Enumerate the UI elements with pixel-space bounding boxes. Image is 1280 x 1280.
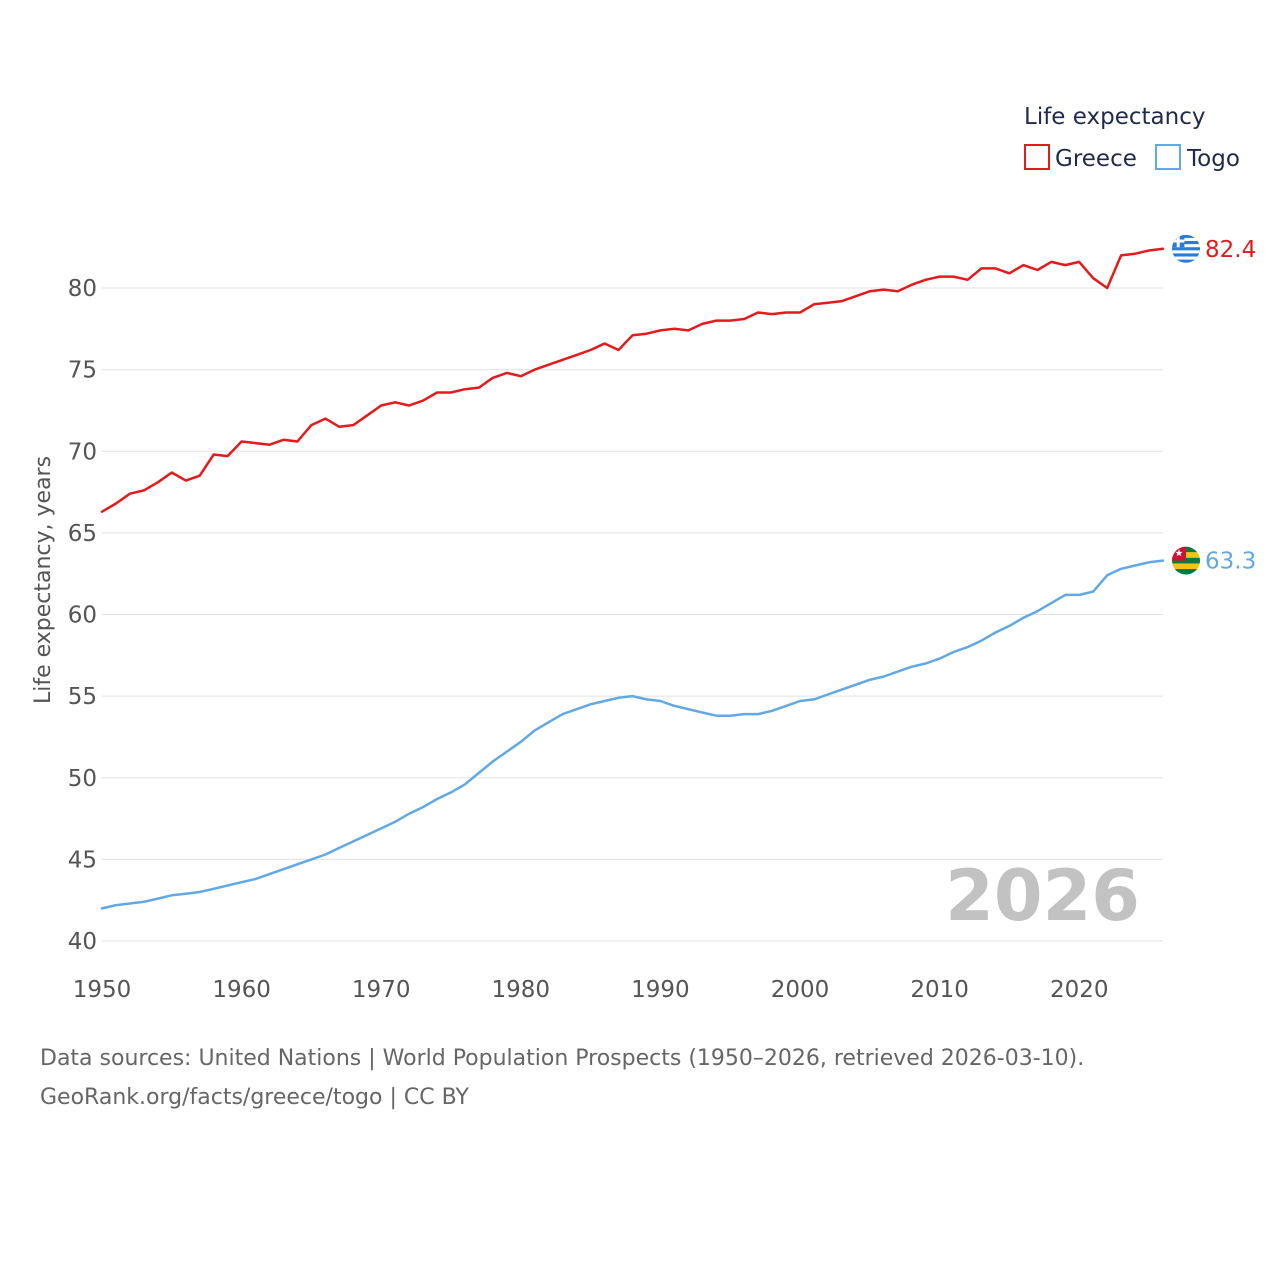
x-tick-label: 1980 <box>492 977 551 1003</box>
y-tick-label: 45 <box>68 847 97 873</box>
y-tick-label: 80 <box>68 276 97 302</box>
legend-title: Life expectancy <box>1024 104 1205 130</box>
series-line-greece[interactable] <box>100 247 1165 513</box>
x-tick-label: 1950 <box>73 977 132 1003</box>
x-axis-ticks: 1950 1960 1970 1980 1990 2000 2010 2020 <box>73 977 1109 1003</box>
x-tick-label: 1970 <box>352 977 411 1003</box>
x-tick-label: 1960 <box>212 977 271 1003</box>
legend-item-greece[interactable]: Greece <box>1024 144 1137 172</box>
legend-swatch-greece <box>1024 144 1050 170</box>
y-tick-label: 65 <box>68 521 97 547</box>
x-tick-label: 2020 <box>1050 977 1109 1003</box>
end-value-togo: 63.3 <box>1205 549 1256 575</box>
x-tick-label: 2000 <box>771 977 830 1003</box>
series-lines <box>100 247 1165 910</box>
series-end-labels: 82.4 63.3 <box>1172 234 1256 575</box>
y-axis-title: Life expectancy, years <box>31 456 56 704</box>
togo-flag-icon <box>1172 546 1200 575</box>
y-tick-label: 50 <box>68 766 97 792</box>
y-tick-label: 55 <box>68 684 97 710</box>
y-axis-ticks: 40 45 50 55 60 65 70 75 80 <box>68 276 97 955</box>
x-tick-label: 2010 <box>910 977 969 1003</box>
legend-label-greece: Greece <box>1055 146 1137 172</box>
legend-item-togo[interactable]: Togo <box>1155 144 1240 172</box>
x-tick-label: 1990 <box>631 977 690 1003</box>
source-note: Data sources: United Nations | World Pop… <box>40 1046 1085 1071</box>
y-tick-label: 60 <box>68 603 97 629</box>
y-tick-label: 75 <box>68 358 97 384</box>
legend: Life expectancy Greece Togo <box>1024 104 1240 172</box>
greece-flag-icon <box>1172 234 1200 263</box>
credit-link[interactable]: GeoRank.org/facts/greece/togo | CC BY <box>40 1085 469 1110</box>
legend-swatch-togo <box>1155 144 1181 170</box>
end-value-greece: 82.4 <box>1205 237 1256 263</box>
gridlines <box>102 287 1163 942</box>
y-tick-label: 40 <box>68 929 97 955</box>
year-watermark: 2026 <box>945 855 1140 937</box>
line-chart: 40 45 50 55 60 65 70 75 80 1950 1960 1970 1980 1990 2… <box>31 104 1256 1003</box>
legend-label-togo: Togo <box>1186 146 1240 172</box>
series-line-togo[interactable] <box>100 559 1165 910</box>
y-tick-label: 70 <box>68 439 97 465</box>
